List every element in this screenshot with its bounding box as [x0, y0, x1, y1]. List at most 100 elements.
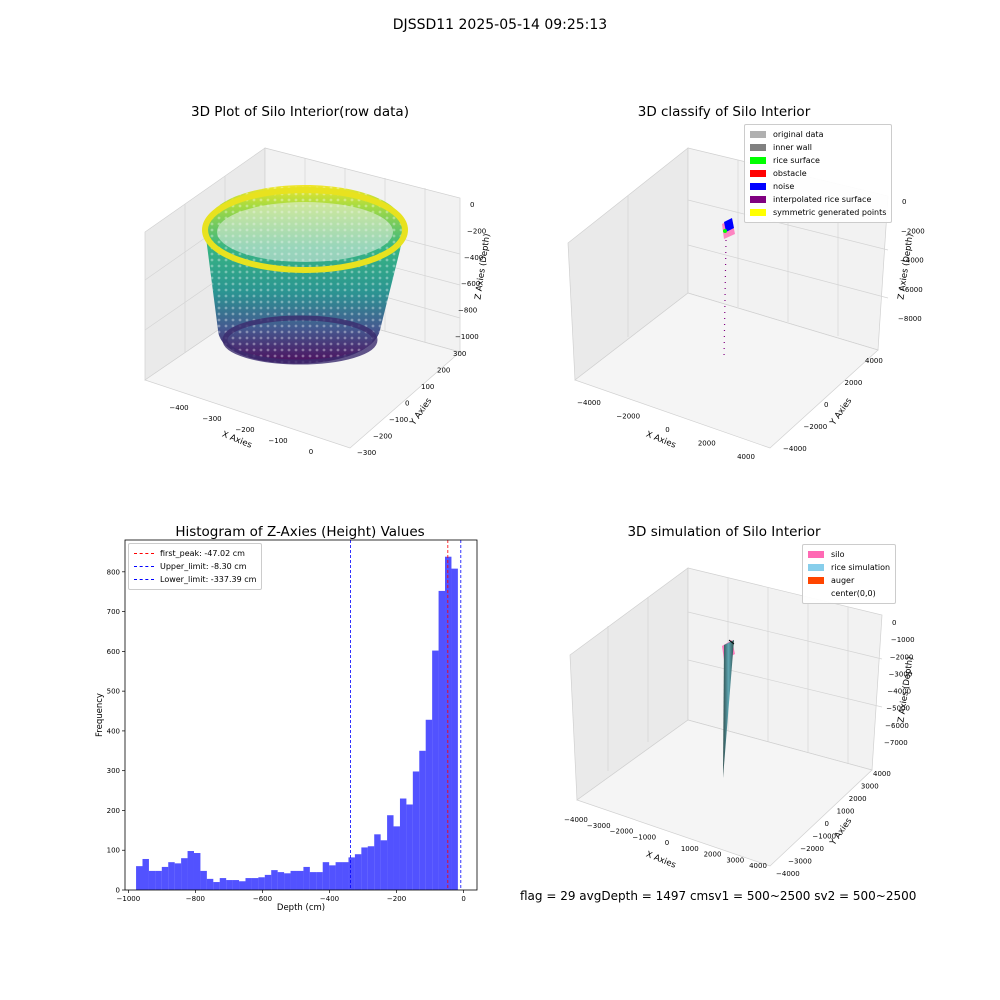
classify-ticks-y-tick: 0	[824, 401, 828, 409]
histogram-bar	[316, 872, 323, 890]
classify-3d-axes	[567, 147, 889, 449]
sim-ticks-z-tick: −1000	[891, 636, 915, 644]
raw-silo-point-cloud	[202, 185, 408, 365]
sim-ticks-xlabel: X Axies	[644, 850, 677, 871]
classify-ticks-z-tick: −2000	[901, 227, 925, 235]
histogram-bar	[174, 863, 182, 890]
histogram-bar	[329, 865, 336, 890]
legend-entry: Upper_limit: -8.30 cm	[134, 560, 256, 573]
classify-ticks-x-tick: −4000	[577, 399, 601, 407]
histogram-bar	[148, 870, 156, 890]
y-tick-label: 700	[107, 608, 120, 616]
histogram-bar	[245, 878, 252, 890]
legend-label: symmetric generated points	[773, 208, 887, 217]
legend-entry: symmetric generated points	[750, 206, 886, 219]
classify-ticks-x-tick: −2000	[616, 413, 640, 421]
x-tick-label: 0	[461, 895, 465, 903]
histogram-bar	[322, 862, 330, 890]
legend-label: Upper_limit: -8.30 cm	[160, 562, 247, 571]
legend-label: original data	[773, 130, 824, 139]
histogram-bar	[168, 862, 175, 890]
histogram-bar	[361, 847, 368, 890]
histogram-bar	[419, 750, 426, 890]
raw-ticks-y-tick: −100	[389, 416, 408, 424]
y-tick-label: 400	[107, 727, 120, 735]
histogram-bar	[290, 870, 297, 890]
histogram-bar	[354, 854, 362, 890]
y-tick-label: 0	[116, 887, 120, 895]
histogram-bar	[232, 880, 240, 890]
sim-ticks-z-tick: −7000	[884, 739, 908, 747]
histogram-bar	[206, 878, 214, 890]
sim-ticks-x-tick: −3000	[587, 822, 611, 830]
sim-ticks-y-tick: −3000	[788, 858, 812, 866]
legend-entry: original data	[750, 128, 886, 141]
sim-ticks-x-tick: 4000	[749, 862, 767, 870]
histogram-bar	[406, 804, 413, 890]
legend-swatch	[808, 564, 824, 571]
raw-ticks-z-tick: −600	[461, 280, 480, 288]
sim-ticks-x-tick: −2000	[610, 828, 634, 836]
sim-ticks-y-tick: −1000	[812, 833, 836, 841]
simulation-legend: silo rice simulation auger center(0,0)	[802, 544, 897, 604]
legend-entry: interpolated rice surface	[750, 193, 886, 206]
figure-title: DJSSD11 2025-05-14 09:25:13	[392, 17, 608, 33]
legend-entry: Lower_limit: -337.39 cm	[134, 573, 256, 586]
histogram-bar	[309, 872, 317, 890]
sim-ticks-x-tick: 0	[665, 839, 669, 847]
simulation-3d-axes	[569, 567, 883, 867]
histogram-bar	[264, 874, 272, 890]
classify-points	[722, 218, 735, 359]
histogram-bar	[193, 853, 201, 890]
histogram-bar	[161, 866, 169, 890]
legend-line	[134, 579, 154, 580]
legend-entry: first_peak: -47.02 cm	[134, 547, 256, 560]
histogram-bar	[258, 877, 265, 890]
raw-ticks-x-tick: −300	[202, 415, 221, 423]
legend-label: silo	[831, 550, 845, 559]
histogram-title: Histogram of Z-Axies (Height) Values	[175, 524, 425, 540]
y-tick-label: 300	[107, 767, 120, 775]
histogram-bar	[142, 858, 149, 890]
legend-label: rice simulation	[831, 563, 891, 572]
legend-label: Lower_limit: -337.39 cm	[160, 575, 257, 584]
histogram-bar	[200, 870, 207, 890]
histogram-bar	[284, 873, 291, 890]
histogram-bar	[399, 798, 407, 890]
classify-ticks-ylabel: Y Axies	[828, 396, 855, 428]
histogram-bar	[187, 851, 194, 890]
histogram-bar	[226, 880, 233, 890]
histogram-bar	[213, 882, 220, 890]
x-axis-label: Depth (cm)	[277, 903, 325, 913]
x-tick-label: −200	[387, 895, 406, 903]
legend-label: center(0,0)	[831, 589, 876, 598]
sim-ticks-y-tick: −4000	[776, 870, 800, 878]
sim-ticks-z-tick: −5000	[886, 705, 910, 713]
sim-ticks-x-tick: −1000	[632, 833, 656, 841]
raw-ticks-z-tick: −200	[467, 227, 486, 235]
histogram-bar	[451, 568, 458, 890]
histogram-bar	[374, 834, 381, 890]
raw-ticks-z-tick: 0	[470, 201, 474, 209]
histogram-bar	[251, 878, 259, 890]
y-tick-label: 200	[107, 807, 120, 815]
legend-label: interpolated rice surface	[773, 195, 872, 204]
histogram-bar	[136, 866, 143, 890]
raw-ticks-y-tick: 100	[421, 383, 434, 391]
raw-ticks-z-tick: −800	[458, 307, 477, 315]
histogram-bar	[412, 771, 420, 890]
legend-swatch	[750, 196, 766, 203]
raw-ticks-y-tick: 300	[453, 350, 466, 358]
classify-ticks-z-tick: −8000	[898, 315, 922, 323]
raw-ticks-y-tick: 200	[437, 367, 450, 375]
classify-ticks-y-tick: 4000	[865, 357, 883, 365]
histogram-bar	[335, 862, 343, 890]
raw-ticks-y-tick: −300	[357, 449, 376, 457]
classify-ticks-z-tick: 0	[902, 198, 906, 206]
sim-ticks-x-tick: 3000	[726, 856, 744, 864]
legend-entry: noise	[750, 180, 886, 193]
histogram-bar	[155, 870, 162, 890]
classify-ticks-y-tick: −4000	[783, 445, 807, 453]
legend-entry: silo	[808, 548, 890, 561]
histogram-bar	[387, 815, 394, 890]
